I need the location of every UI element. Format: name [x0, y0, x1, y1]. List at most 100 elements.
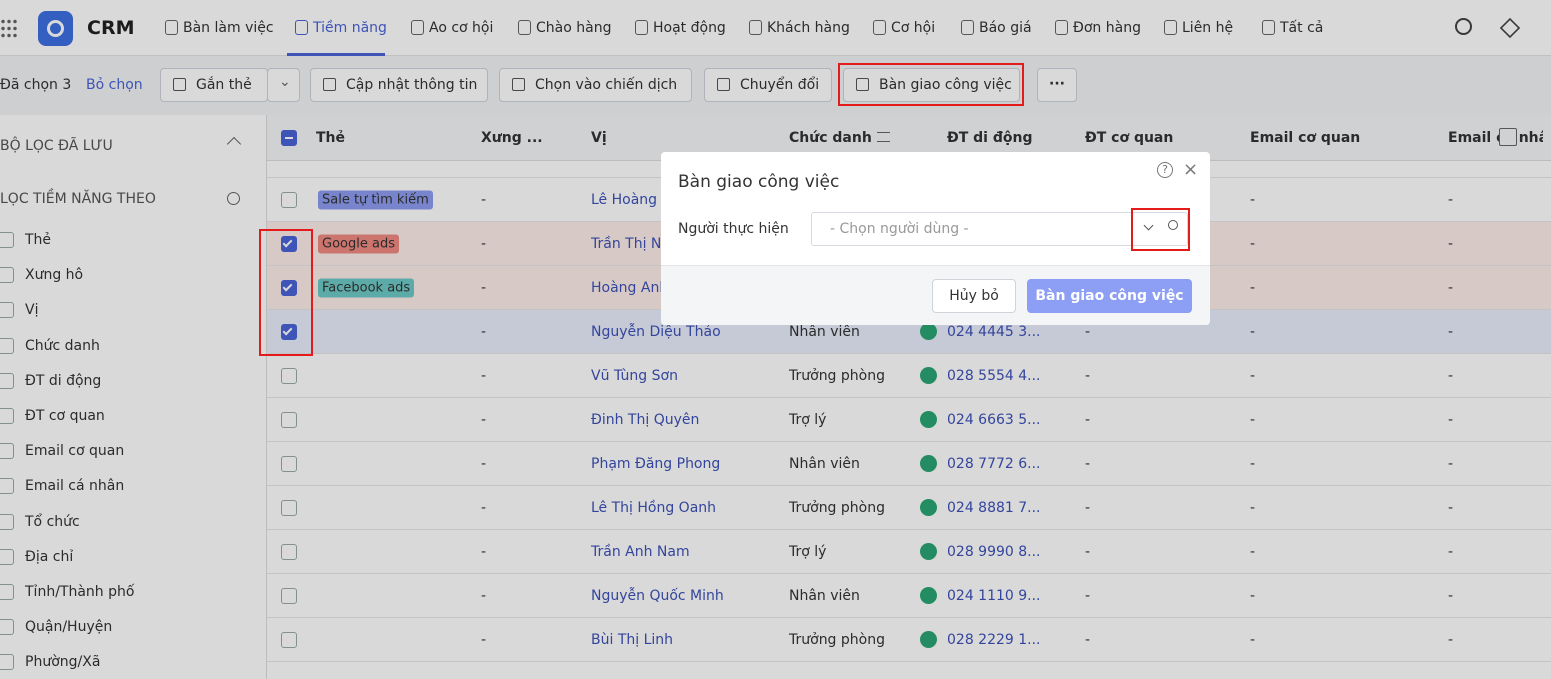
- toolbar-button[interactable]: Chuyển đổi: [704, 68, 832, 102]
- modal: Bàn giao công việc? × Người thực hiện - Chọ…: [661, 152, 1210, 325]
- nav-icon: [411, 20, 424, 35]
- help-icon[interactable]: ?: [1157, 162, 1173, 178]
- row-checkbox[interactable]: [281, 324, 297, 340]
- nav-item[interactable]: Cơ hội: [891, 20, 936, 36]
- nav-icon: [873, 20, 886, 35]
- filter-checkbox[interactable]: [0, 584, 14, 600]
- cell: -: [1250, 368, 1256, 384]
- cell[interactable]: Trần Thị N: [591, 236, 662, 252]
- active-underline: [287, 53, 385, 56]
- nav-item[interactable]: Liên hệ: [1182, 20, 1234, 36]
- phone-icon: [920, 587, 937, 604]
- nav-item[interactable]: Tiềm năng: [313, 20, 387, 36]
- filter-checkbox[interactable]: [0, 548, 14, 565]
- phone-icon: [920, 455, 937, 472]
- nav-item[interactable]: Báo giá: [979, 20, 1032, 36]
- nav-item[interactable]: Chào hàng: [536, 20, 612, 36]
- cell[interactable]: Đinh Thị Quyên: [591, 412, 700, 428]
- row-checkbox[interactable]: [281, 192, 297, 208]
- row-checkbox[interactable]: [281, 280, 297, 296]
- phone-icon: [920, 543, 937, 560]
- cell: -: [481, 632, 487, 648]
- row-checkbox[interactable]: [281, 236, 297, 252]
- cell: -: [1085, 632, 1091, 648]
- cell[interactable]: Vũ Tùng Sơn: [591, 368, 678, 384]
- button-icon: [323, 78, 336, 91]
- cell: -: [481, 544, 487, 560]
- cell[interactable]: Nguyễn Diệu Thảo: [591, 324, 721, 340]
- header-checkbox[interactable]: [281, 130, 297, 146]
- cell[interactable]: Phạm Đăng Phong: [591, 456, 721, 472]
- table-settings-icon[interactable]: [1499, 128, 1517, 146]
- tag-dropdown[interactable]: ⌄: [267, 68, 300, 102]
- filter-checkbox[interactable]: [0, 408, 14, 424]
- cell[interactable]: Lê Thị Hồng Oanh: [591, 500, 717, 516]
- filter-checkbox[interactable]: [0, 513, 14, 530]
- cell[interactable]: Lê Hoàng: [591, 192, 658, 208]
- cell: -: [1250, 632, 1256, 648]
- row-checkbox[interactable]: [281, 632, 297, 648]
- nav-icon: [1262, 20, 1275, 35]
- deselect-link[interactable]: Bỏ chọn: [86, 77, 143, 93]
- cell[interactable]: Hoàng Anh: [591, 280, 669, 296]
- nav-icon: [749, 20, 762, 35]
- cell: -: [1085, 544, 1091, 560]
- field-label: Người thực hiện: [678, 221, 789, 237]
- row-checkbox[interactable]: [281, 368, 297, 384]
- filter-checkbox[interactable]: [0, 654, 14, 671]
- filter-checkbox[interactable]: [0, 302, 14, 319]
- filter-checkbox[interactable]: [0, 443, 14, 460]
- cell: -: [1250, 544, 1256, 560]
- confirm-button[interactable]: Bàn giao công việc: [1027, 279, 1192, 313]
- nav-icon: [518, 20, 531, 35]
- filter-checkbox[interactable]: [0, 267, 14, 284]
- filter-checkbox[interactable]: [0, 619, 14, 636]
- cell: -: [1250, 236, 1256, 252]
- cell: -: [1250, 456, 1256, 472]
- toolbar-button[interactable]: Cập nhật thông tin: [310, 68, 488, 102]
- cell: -: [1448, 368, 1454, 384]
- filter-checkbox[interactable]: [0, 337, 14, 354]
- cell: Trưởng phòng: [789, 368, 885, 384]
- toolbar-button[interactable]: Chọn vào chiến dịch: [499, 68, 692, 102]
- cell: -: [481, 368, 487, 384]
- more-button[interactable]: ···: [1037, 68, 1077, 102]
- filter-checkbox[interactable]: [0, 478, 14, 495]
- cell[interactable]: Nguyễn Quốc Minh: [591, 588, 724, 604]
- search-icon[interactable]: [227, 192, 240, 205]
- row-checkbox[interactable]: [281, 544, 297, 560]
- nav-item[interactable]: Bàn làm việc: [183, 20, 274, 36]
- row-checkbox[interactable]: [281, 588, 297, 604]
- toolbar-button[interactable]: Bàn giao công việc: [843, 68, 1020, 102]
- filter-checkbox[interactable]: [0, 372, 14, 389]
- nav-item[interactable]: Ao cơ hội: [429, 20, 494, 36]
- row-checkbox[interactable]: [281, 412, 297, 428]
- toolbar-button[interactable]: Gắn thẻ: [160, 68, 268, 102]
- nav-item[interactable]: Đơn hàng: [1073, 20, 1141, 36]
- cell: -: [1448, 280, 1454, 296]
- user-select[interactable]: - Chọn người dùng -: [811, 212, 1188, 246]
- cell[interactable]: Trần Anh Nam: [591, 544, 690, 560]
- sort-icon[interactable]: [877, 132, 890, 142]
- modal-title: Bàn giao công việc: [678, 172, 840, 192]
- filter-checkbox[interactable]: [0, 232, 14, 248]
- placeholder: - Chọn người dùng -: [830, 221, 969, 237]
- cell[interactable]: Bùi Thị Linh: [591, 632, 674, 648]
- nav-item[interactable]: Hoạt động: [653, 20, 726, 36]
- row-checkbox[interactable]: [281, 500, 297, 516]
- filter-field: Quận/Huyện: [25, 619, 113, 636]
- row-checkbox[interactable]: [281, 456, 297, 472]
- nav-item[interactable]: Khách hàng: [767, 20, 850, 36]
- cell: Trưởng phòng: [789, 632, 885, 648]
- cell: -: [1448, 588, 1454, 604]
- apps-icon[interactable]: [0, 18, 18, 38]
- nav-icon: [1055, 20, 1068, 35]
- search-icon[interactable]: [1455, 18, 1472, 35]
- button-label: Chọn vào chiến dịch: [535, 77, 678, 93]
- nav-item[interactable]: Tất cả: [1280, 20, 1324, 36]
- cancel-button[interactable]: Hủy bỏ: [932, 279, 1016, 313]
- filter-field: Xưng hô: [25, 267, 84, 284]
- nav-icon: [1164, 20, 1177, 35]
- close-icon[interactable]: ×: [1183, 159, 1199, 180]
